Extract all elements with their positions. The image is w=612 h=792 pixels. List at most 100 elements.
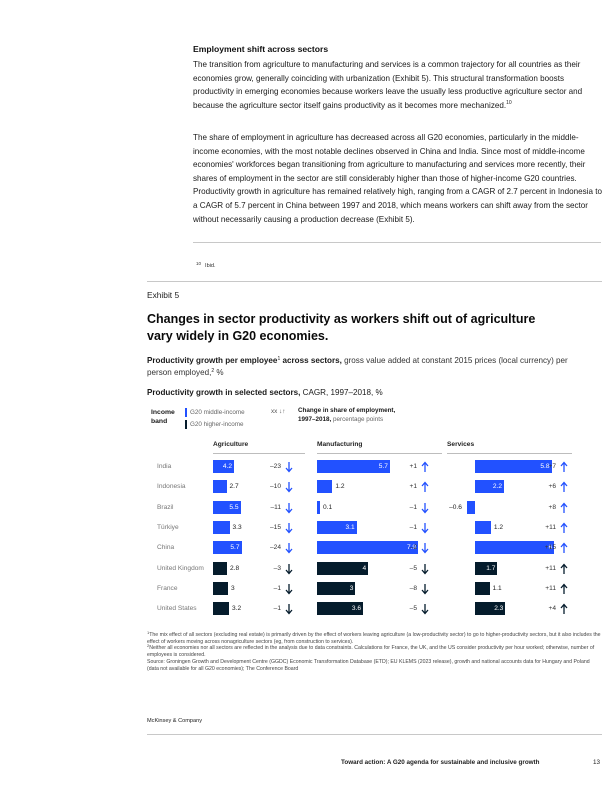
change-label-services: +11 xyxy=(545,564,556,572)
arrow-down-icon xyxy=(285,543,293,554)
data-label-agriculture: 3 xyxy=(231,584,235,592)
bar-agriculture-united-kingdom xyxy=(213,561,227,575)
arrow-down-icon xyxy=(285,482,293,493)
exhibit-title: Changes in sector productivity as worker… xyxy=(147,312,536,343)
bar-manufacturing-china xyxy=(317,541,419,555)
bar-services-brazil xyxy=(467,500,475,514)
change-label-manufacturing: –8 xyxy=(409,584,417,592)
footnote-ref: 10 xyxy=(506,99,512,106)
country-label: United States xyxy=(157,605,197,613)
bar-agriculture-united-states xyxy=(213,602,229,616)
paragraph-1: The transition from agriculture to manuf… xyxy=(193,60,583,110)
data-label-manufacturing: 3.6 xyxy=(351,605,362,613)
data-label-agriculture: 2.7 xyxy=(229,483,239,491)
arrow-down-icon xyxy=(285,604,293,615)
data-label-manufacturing: 7.9 xyxy=(406,544,417,552)
column-header-agriculture: Agriculture xyxy=(213,441,249,448)
bar-manufacturing-india xyxy=(317,460,390,473)
note-source: Source: Groningen Growth and Development… xyxy=(147,658,590,672)
chart-notes: 1The mix effect of all sectors (excludin… xyxy=(147,630,602,672)
section-title: Employment shift across sectors xyxy=(193,44,329,54)
page-number: 13 xyxy=(593,759,601,766)
change-label-agriculture: –10 xyxy=(269,483,281,491)
change-label-agriculture: –23 xyxy=(269,463,281,470)
data-label-agriculture: 5.7 xyxy=(230,544,240,552)
note-2: 2Neither all economies nor all sectors a… xyxy=(147,643,595,659)
change-label-services: +8 xyxy=(548,503,556,511)
bar-agriculture-brazil xyxy=(213,500,241,514)
paragraph-2: The share of employment in agriculture h… xyxy=(193,133,602,224)
country-label: India xyxy=(157,463,172,470)
data-label-agriculture: 2.8 xyxy=(230,564,240,572)
exhibit-label: Exhibit 5 xyxy=(147,290,180,300)
data-label-manufacturing: 4 xyxy=(362,564,367,572)
footer-title: Toward action: A G20 agenda for sustaina… xyxy=(341,759,540,766)
change-label-agriculture: –24 xyxy=(269,544,281,552)
change-label-services: +15 xyxy=(544,544,556,552)
country-label: Indonesia xyxy=(157,483,186,491)
arrow-down-icon xyxy=(285,583,293,595)
data-label-services: 6 xyxy=(548,544,553,552)
footnote: 10 Ibid. xyxy=(196,261,216,269)
legend-change-symbol: xx ↓↑ xyxy=(271,408,286,415)
bar-agriculture-t-rkiye xyxy=(213,520,230,534)
arrow-up-icon xyxy=(560,542,568,554)
country-label: China xyxy=(157,544,175,552)
change-label-manufacturing: –2 xyxy=(409,544,417,552)
change-label-services: +11 xyxy=(545,584,556,592)
arrow-up-icon xyxy=(421,481,429,493)
arrow-up-icon xyxy=(560,583,568,594)
data-label-services: –0.6 xyxy=(449,503,462,511)
change-label-services: +7 xyxy=(548,463,556,470)
arrow-up-icon xyxy=(560,461,568,472)
arrow-down-icon xyxy=(285,502,293,514)
data-label-services: 1.1 xyxy=(492,584,502,592)
arrow-down-icon xyxy=(421,563,429,574)
brand-name: McKinsey & Company xyxy=(147,718,203,724)
column-rule-agriculture xyxy=(213,453,305,454)
change-label-manufacturing: –5 xyxy=(409,564,417,572)
column-rule-manufacturing xyxy=(317,453,442,454)
exhibit-subtitle: Productivity growth per employee1 across… xyxy=(147,356,568,377)
note-1: 1The mix effect of all sectors (excludin… xyxy=(147,630,601,645)
arrow-down-icon xyxy=(421,502,429,514)
arrow-up-icon xyxy=(560,481,568,493)
legend-higher-label: G20 higher-income xyxy=(190,421,244,428)
exhibit-top-rule xyxy=(147,281,602,282)
data-label-services: 2.2 xyxy=(492,483,503,491)
change-label-agriculture: –3 xyxy=(273,564,281,572)
country-label: United Kingdom xyxy=(157,564,204,572)
legend-middle-swatch xyxy=(185,408,187,417)
country-label: France xyxy=(157,584,178,592)
bar-services-united-kingdom xyxy=(475,561,498,575)
data-label-manufacturing: 3 xyxy=(349,584,354,592)
change-label-agriculture: –1 xyxy=(273,605,281,613)
arrow-down-icon xyxy=(421,583,429,595)
bar-manufacturing-indonesia xyxy=(317,480,333,494)
change-label-manufacturing: –5 xyxy=(409,605,417,613)
legend-income-band-label: Income band xyxy=(151,409,175,425)
chart-title: Productivity growth in selected sectors,… xyxy=(147,388,383,397)
country-label: Brazil xyxy=(157,503,174,511)
data-label-services: 1.2 xyxy=(493,523,503,531)
bar-agriculture-indonesia xyxy=(213,480,227,494)
bar-services-indonesia xyxy=(475,480,505,494)
bar-services-france xyxy=(475,581,490,595)
bar-manufacturing-brazil xyxy=(317,500,320,514)
arrow-up-icon xyxy=(421,461,429,472)
exhibit-bottom-rule xyxy=(147,734,602,735)
bar-manufacturing-united-kingdom xyxy=(317,561,369,575)
bar-services-india xyxy=(475,460,552,473)
change-label-services: +6 xyxy=(548,483,556,491)
bar-manufacturing-united-states xyxy=(317,602,364,616)
change-label-agriculture: –11 xyxy=(270,503,281,511)
change-label-manufacturing: +1 xyxy=(409,463,417,470)
country-label: Türkiye xyxy=(157,523,179,531)
data-label-services: 2.3 xyxy=(494,605,504,613)
arrow-down-icon xyxy=(421,604,429,615)
change-label-services: +4 xyxy=(548,605,556,613)
change-label-services: +11 xyxy=(545,523,556,531)
data-label-services: 1.7 xyxy=(486,564,496,572)
change-label-agriculture: –15 xyxy=(269,523,281,531)
data-label-manufacturing: 0.1 xyxy=(323,503,333,511)
